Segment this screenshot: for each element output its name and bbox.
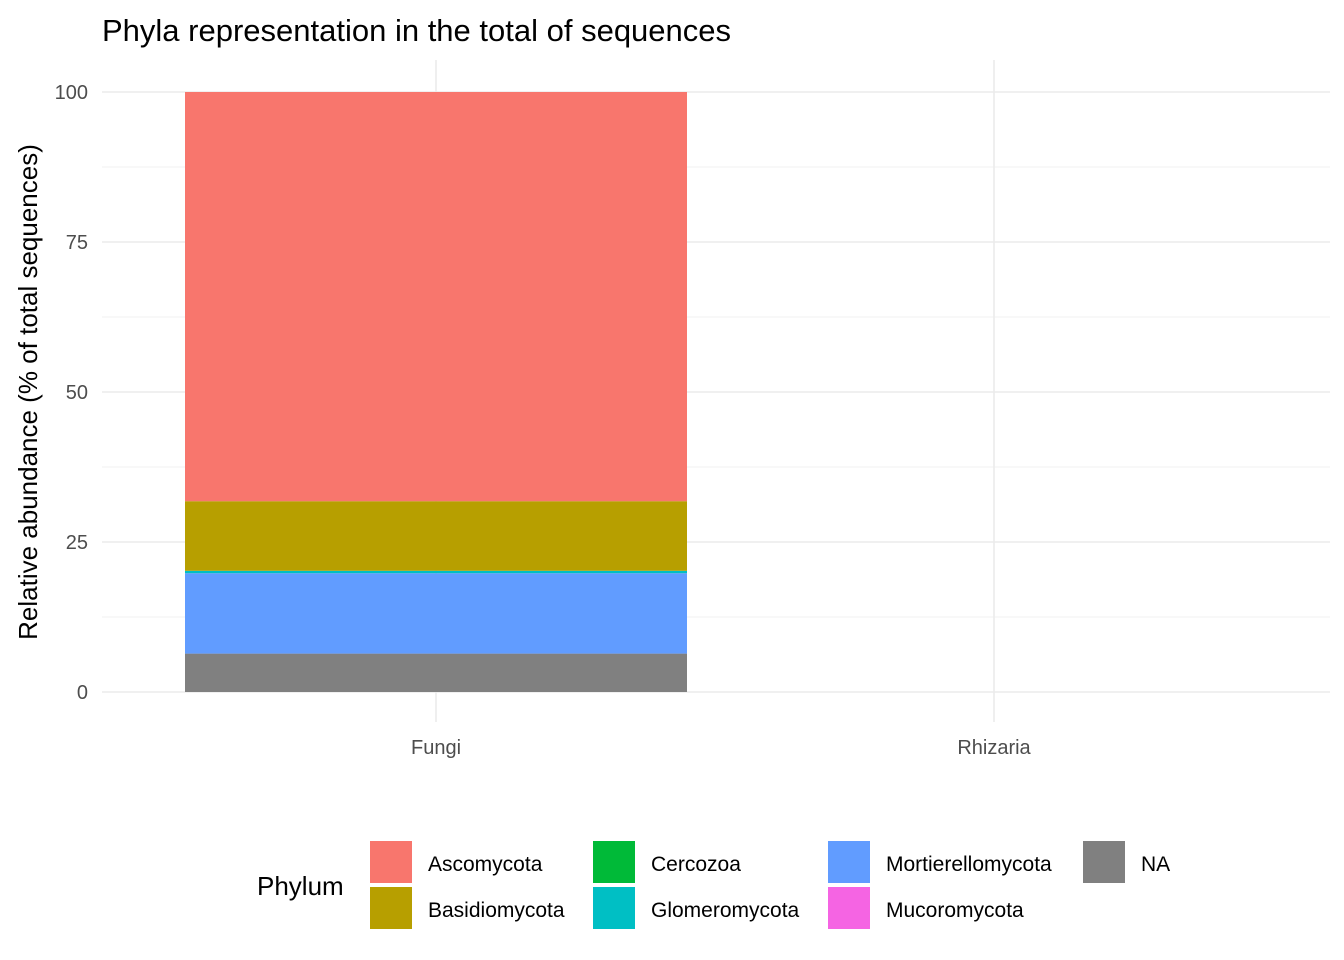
x-axis-ticks: Fungi Rhizaria	[411, 737, 1032, 759]
legend-label: Mucoromycota	[886, 899, 1024, 922]
bar-segment-fungi-na	[185, 653, 687, 692]
bars	[185, 92, 687, 692]
legend-key-glomeromycota	[593, 887, 635, 929]
legend-key-cercozoa	[593, 841, 635, 883]
x-tick-label: Fungi	[411, 737, 461, 759]
legend-label: Cercozoa	[651, 853, 741, 876]
legend-key-basidiomycota	[370, 887, 412, 929]
y-axis-title: Relative abundance (% of total sequences…	[13, 144, 43, 640]
legend-label: Glomeromycota	[651, 899, 800, 922]
y-tick-label: 0	[77, 682, 88, 704]
y-tick-label: 75	[66, 232, 88, 254]
legend: Phylum Ascomycota Basidiomycota Cercozoa Gl…	[257, 841, 1170, 929]
legend-label: Ascomycota	[428, 853, 543, 876]
legend-label: Basidiomycota	[428, 899, 565, 922]
chart-title: Phyla representation in the total of seq…	[102, 13, 731, 48]
legend-label: Mortierellomycota	[886, 853, 1052, 876]
y-tick-label: 50	[66, 382, 88, 404]
y-tick-label: 100	[55, 82, 88, 104]
bar-segment-fungi-ascomycota	[185, 92, 687, 502]
bar-segment-fungi-basidiomycota	[185, 501, 687, 571]
x-tick-label: Rhizaria	[957, 737, 1031, 759]
legend-key-na	[1083, 841, 1125, 883]
legend-key-ascomycota	[370, 841, 412, 883]
legend-label: NA	[1141, 853, 1170, 876]
y-axis-ticks: 0 25 50 75 100	[55, 82, 88, 704]
legend-title: Phylum	[257, 871, 344, 901]
legend-key-mortierellomycota	[828, 841, 870, 883]
bar-segment-fungi-glomeromycota	[185, 570, 687, 574]
y-tick-label: 25	[66, 532, 88, 554]
bar-segment-fungi-mortierellomycota	[185, 573, 687, 654]
legend-key-mucoromycota	[828, 887, 870, 929]
